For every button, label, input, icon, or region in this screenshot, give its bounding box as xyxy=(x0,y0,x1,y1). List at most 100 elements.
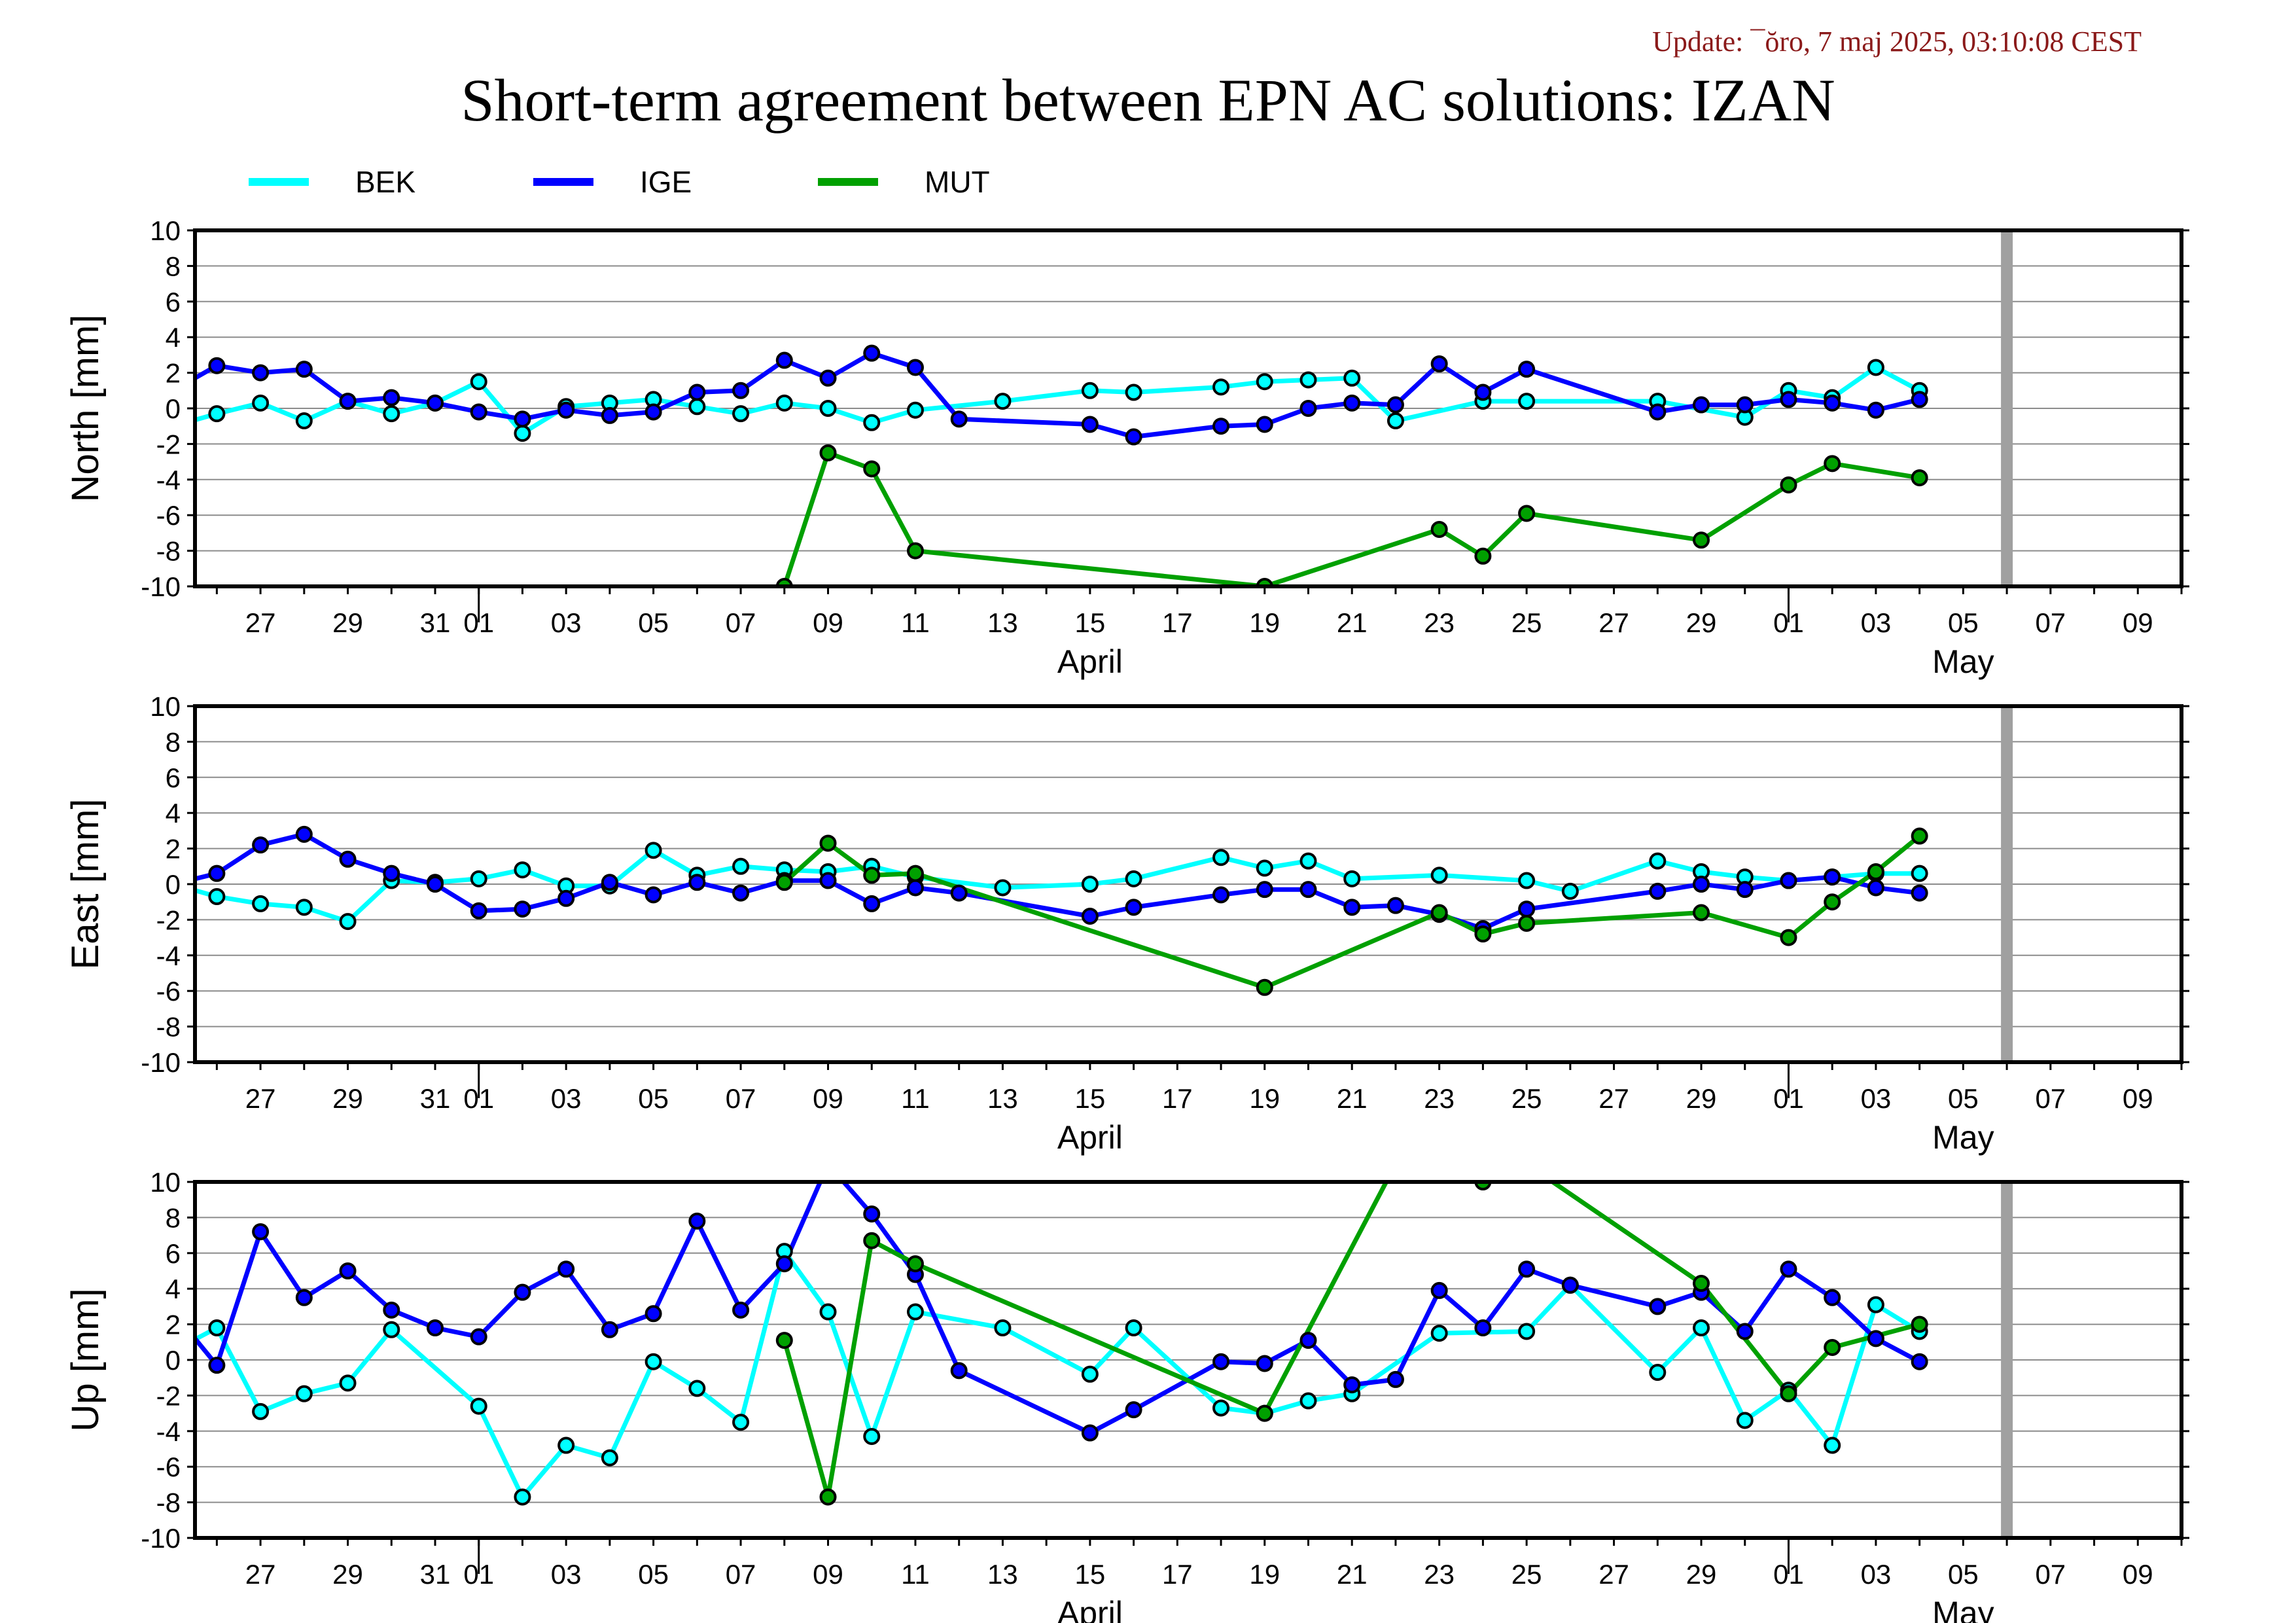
data-point-bek xyxy=(1081,382,1099,399)
y-tick-label: -10 xyxy=(141,571,181,602)
panel-3: 10 8 6 4 2 0 -2 -4 -6 -8 -10 27 29 31 01 03 05 07 09 11 13 15… xyxy=(64,1167,2189,1623)
y-tick-label: -6 xyxy=(156,976,181,1007)
data-point-ige xyxy=(819,872,837,889)
data-point-ige xyxy=(1736,881,1754,899)
x-tick-label: 23 xyxy=(1424,1083,1455,1114)
data-point-bek xyxy=(994,393,1012,410)
data-point-bek xyxy=(1125,1319,1142,1337)
data-point-ige xyxy=(601,874,618,891)
data-point-bek xyxy=(339,913,357,931)
plot-frame xyxy=(193,228,2183,588)
data-point-ige xyxy=(1780,1260,1797,1278)
data-point-ige xyxy=(1343,899,1361,916)
data-point-mut xyxy=(1693,531,1710,549)
y-tick-label: -4 xyxy=(156,940,181,971)
data-point-ige xyxy=(557,1260,575,1278)
data-point-ige xyxy=(1256,1355,1273,1372)
data-point-bek xyxy=(732,1414,750,1431)
data-point-ige xyxy=(863,1205,881,1222)
data-point-ige xyxy=(470,1328,487,1346)
data-point-ige xyxy=(1081,907,1099,925)
x-tick-label: 27 xyxy=(1598,607,1629,638)
x-tick-label: 03 xyxy=(1861,1083,1892,1114)
data-point-bek xyxy=(1125,870,1142,887)
data-point-ige xyxy=(863,344,881,362)
y-tick-label: -2 xyxy=(156,904,181,935)
data-point-ige xyxy=(950,884,968,902)
data-point-bek xyxy=(1518,872,1536,889)
x-tick-label: 31 xyxy=(420,1083,451,1114)
x-tick-label: 11 xyxy=(901,1083,930,1114)
legend: BEK IGE MUT xyxy=(249,165,990,199)
chart-panels: 10 8 6 4 2 0 -2 -4 -6 -8 -10 27 29 31 01 03 05 07 09 11 13 15… xyxy=(64,215,2189,1623)
x-tick-label: 29 xyxy=(332,607,363,638)
x-tick-label: 15 xyxy=(1075,1559,1106,1590)
data-point-bek xyxy=(775,394,793,412)
x-tick-label: 25 xyxy=(1511,1559,1542,1590)
data-point-bek xyxy=(1649,1364,1667,1382)
data-point-ige xyxy=(1518,361,1536,378)
data-point-bek xyxy=(208,405,226,423)
x-tick-label: 01 xyxy=(1773,607,1804,638)
y-tick-label: -2 xyxy=(156,429,181,459)
data-point-bek xyxy=(252,1402,270,1420)
data-point-ige xyxy=(514,901,531,918)
data-point-ige xyxy=(1256,416,1273,433)
plot-frame xyxy=(193,704,2183,1064)
data-point-ige xyxy=(426,1319,444,1337)
data-point-mut xyxy=(863,1232,881,1249)
x-tick-label: 09 xyxy=(2123,607,2153,638)
data-point-ige xyxy=(645,403,662,421)
x-tick-label: 21 xyxy=(1337,1083,1368,1114)
data-point-ige xyxy=(208,865,226,882)
data-point-mut xyxy=(1518,505,1536,522)
data-point-mut xyxy=(1430,520,1448,538)
x-tick-label: 27 xyxy=(245,607,276,638)
y-tick-label: 6 xyxy=(166,1238,181,1269)
x-tick-label: 07 xyxy=(726,607,756,638)
data-point-bek xyxy=(819,400,837,417)
data-point-ige xyxy=(208,1357,226,1374)
data-point-ige xyxy=(1824,394,1841,412)
data-point-mut xyxy=(1780,476,1797,493)
data-point-bek xyxy=(1256,373,1273,391)
x-tick-label: 07 xyxy=(2035,607,2066,638)
data-point-bek xyxy=(863,414,881,431)
data-point-bek xyxy=(514,1488,531,1506)
legend-item-ige: IGE xyxy=(533,165,692,199)
data-point-mut xyxy=(1824,1338,1841,1356)
y-tick-label: 0 xyxy=(166,1345,181,1376)
data-point-bek xyxy=(1867,1296,1884,1313)
data-point-ige xyxy=(601,406,618,424)
legend-label-bek: BEK xyxy=(355,165,415,199)
x-tick-label: 07 xyxy=(726,1559,756,1590)
data-point-ige xyxy=(208,357,226,374)
y-tick-label: 10 xyxy=(150,1167,181,1198)
data-point-mut xyxy=(1780,929,1797,946)
data-point-mut xyxy=(775,1332,793,1349)
data-point-ige xyxy=(1125,1401,1142,1419)
x-tick-label: 03 xyxy=(1861,1559,1892,1590)
data-point-mut xyxy=(775,874,793,891)
data-point-mut xyxy=(906,1255,924,1273)
data-point-ige xyxy=(1474,1319,1492,1337)
data-point-ige xyxy=(383,865,400,882)
data-point-mut xyxy=(863,866,881,884)
data-point-ige xyxy=(426,876,444,893)
data-point-bek xyxy=(688,398,706,416)
x-tick-label: 05 xyxy=(638,607,669,638)
data-point-ige xyxy=(1518,1260,1536,1278)
data-point-mut xyxy=(1824,893,1841,911)
data-point-ige xyxy=(470,403,487,421)
x-tick-label: 17 xyxy=(1162,607,1193,638)
month-label: April xyxy=(1057,1595,1123,1623)
x-tick-label: 01 xyxy=(463,1083,494,1114)
y-axis-label: Up [mm] xyxy=(64,1288,107,1431)
legend-item-mut: MUT xyxy=(818,165,990,199)
data-point-ige xyxy=(383,389,400,406)
panel-2: 10 8 6 4 2 0 -2 -4 -6 -8 -10 27 29 31 01 03 05 07 09 11 13 15… xyxy=(64,691,2189,1156)
x-tick-label: 27 xyxy=(1598,1083,1629,1114)
y-tick-label: -8 xyxy=(156,1012,181,1043)
data-point-ige xyxy=(1911,1353,1928,1370)
